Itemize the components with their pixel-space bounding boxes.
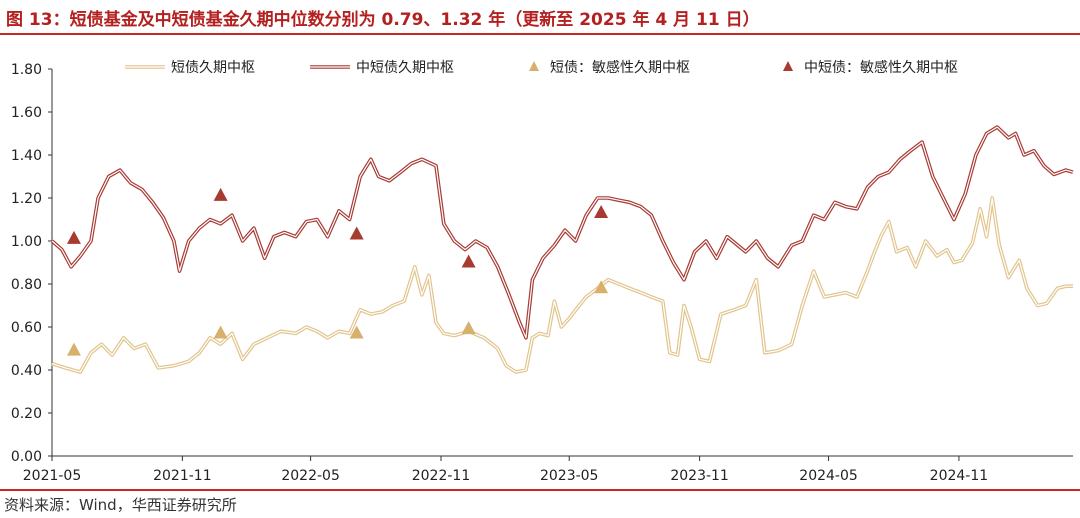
title-divider bbox=[0, 33, 1080, 35]
triangle-marker bbox=[349, 226, 364, 240]
duration-line-chart: 0.00 0.20 0.40 0.60 0.80 1.00 1.20 1.40 1.60 1.80… bbox=[11, 59, 1074, 484]
y-tick-label: 1.80 bbox=[11, 62, 42, 78]
triangle-marker bbox=[213, 187, 228, 201]
triangle-marker bbox=[594, 205, 609, 219]
legend-swatch bbox=[783, 61, 793, 71]
series-line-inner bbox=[51, 126, 1074, 339]
x-tick-label: 2024-05 bbox=[799, 468, 858, 484]
legend-label: 短债久期中枢 bbox=[171, 60, 255, 76]
x-tick-label: 2021-11 bbox=[153, 468, 212, 484]
chart-title: 图 13：短债基金及中短债基金久期中位数分别为 0.79、1.32 年（更新至 … bbox=[6, 10, 760, 30]
series-line-inner bbox=[51, 197, 1073, 373]
triangle-marker bbox=[349, 325, 364, 339]
y-tick-label: 1.00 bbox=[11, 234, 42, 250]
footer-divider bbox=[0, 489, 1080, 491]
legend-label: 中短债久期中枢 bbox=[356, 60, 454, 76]
series-layer bbox=[50, 125, 1074, 374]
y-tick-label: 1.60 bbox=[11, 105, 42, 121]
y-tick-label: 0.80 bbox=[11, 277, 42, 293]
series-line-outer bbox=[50, 125, 1074, 340]
source-note: 资料来源：Wind，华西证券研究所 bbox=[4, 496, 237, 514]
triangle-marker bbox=[66, 342, 81, 356]
triangle-marker bbox=[66, 230, 81, 244]
y-tick-label: 1.40 bbox=[11, 148, 42, 164]
y-tick-label: 0.00 bbox=[11, 449, 42, 465]
y-tick-label: 0.20 bbox=[11, 406, 42, 422]
legend-label: 短债：敏感性久期中枢 bbox=[550, 59, 690, 76]
x-tick-label: 2023-11 bbox=[670, 468, 729, 484]
triangle-marker bbox=[461, 321, 476, 335]
legend-label: 中短债：敏感性久期中枢 bbox=[804, 59, 958, 76]
y-tick-label: 1.20 bbox=[11, 191, 42, 207]
triangle-marker bbox=[461, 254, 476, 268]
x-tick-label: 2022-11 bbox=[412, 468, 471, 484]
y-tick-label: 0.60 bbox=[11, 320, 42, 336]
legend: 短债久期中枢 中短债久期中枢 短债：敏感性久期中枢 中短债：敏感性久期中枢 bbox=[125, 59, 958, 76]
triangle-marker bbox=[594, 280, 609, 294]
x-tick-label: 2022-05 bbox=[281, 468, 340, 484]
y-tick-label: 0.40 bbox=[11, 363, 42, 379]
x-tick-label: 2023-05 bbox=[540, 468, 599, 484]
x-tick-label: 2024-11 bbox=[930, 468, 989, 484]
marker-layer bbox=[66, 187, 609, 356]
x-tick-label: 2021-05 bbox=[23, 468, 82, 484]
triangle-marker bbox=[213, 325, 228, 339]
x-axis: 2021-05 2021-11 2022-05 2022-11 2023-05 2023-… bbox=[23, 455, 1073, 484]
legend-swatch bbox=[529, 61, 539, 71]
y-axis: 0.00 0.20 0.40 0.60 0.80 1.00 1.20 1.40 1.60 1.80 bbox=[11, 62, 53, 465]
